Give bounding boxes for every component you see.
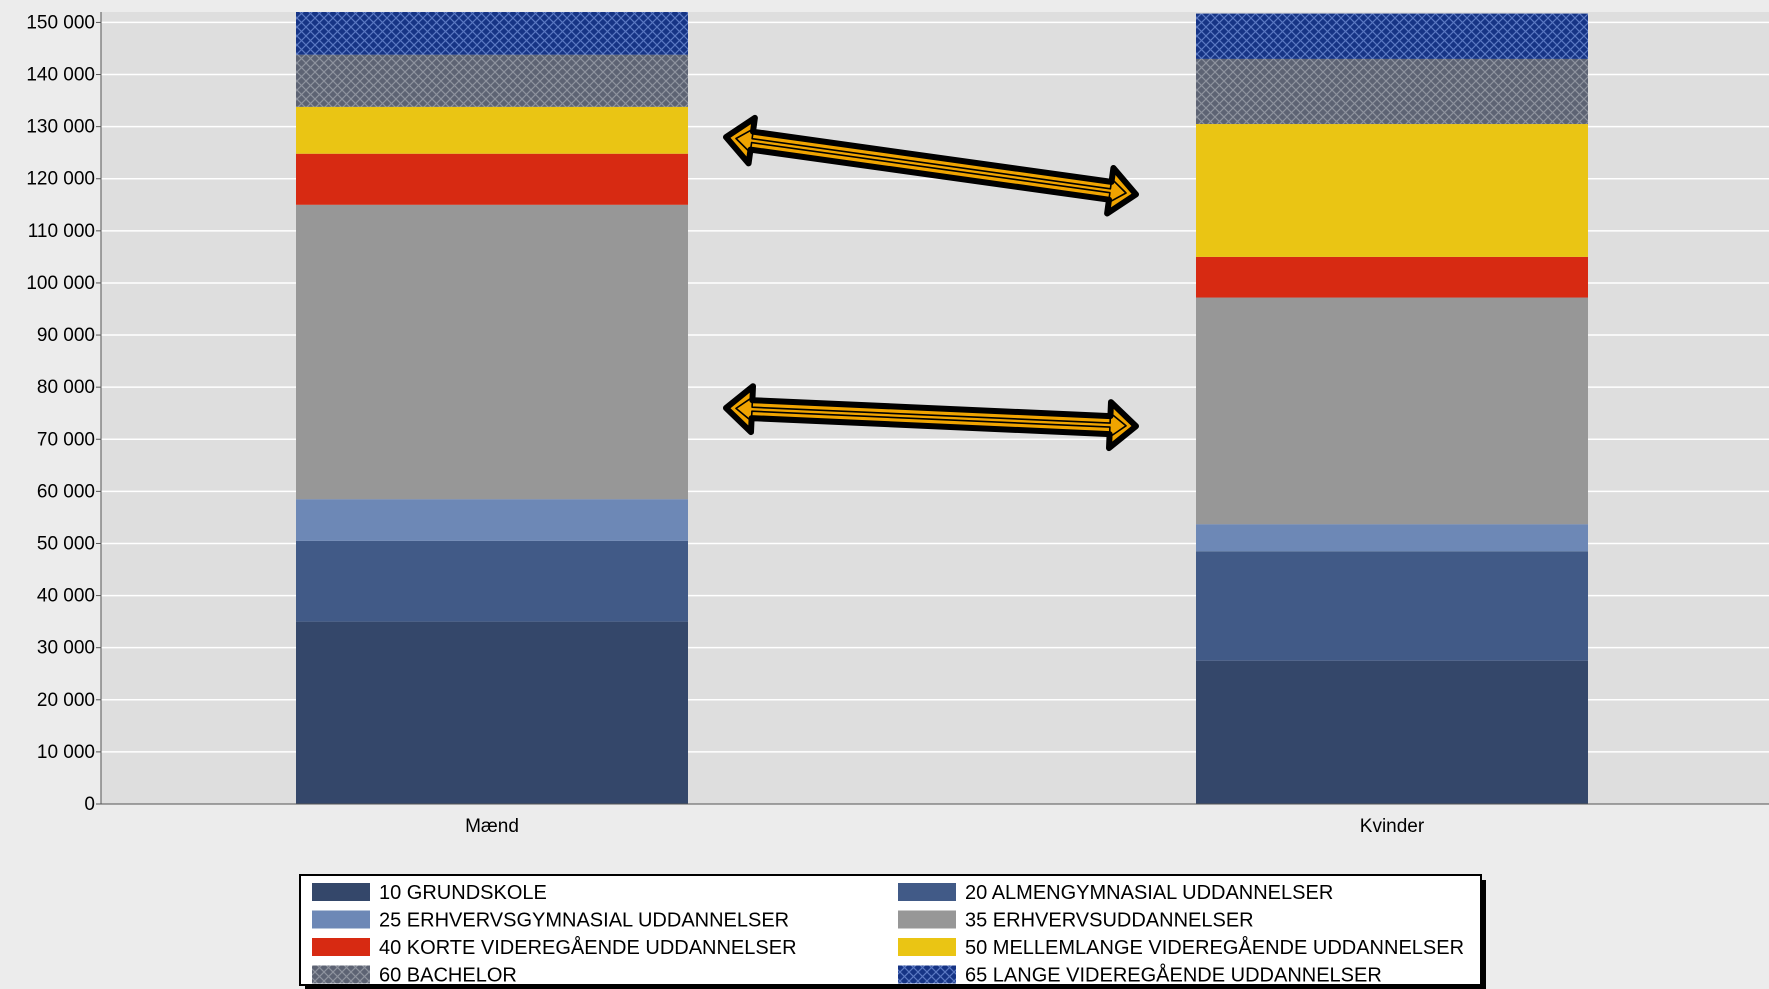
bar-kvinder-65-lange-videregaende-uddannelser [1196, 13, 1588, 59]
bar-kvinder-25-erhvervsgymnasial-uddannelser [1196, 524, 1588, 552]
legend-label: 20 ALMENGYMNASIAL UDDANNELSER [965, 882, 1333, 904]
legend-label: 65 LANGE VIDEREGÅENDE UDDANNELSER [965, 964, 1382, 987]
legend-swatch-25-erhvervsgymnasial-uddannelser [312, 910, 370, 929]
bar-m-nd-10-grundskole [296, 621, 688, 804]
legend-swatch-10-grundskole [312, 883, 370, 901]
bar-kvinder-60-bachelor [1196, 58, 1588, 125]
y-tick-label: 70 000 [37, 429, 95, 450]
legend-swatch-35-erhvervsuddannelser [898, 910, 956, 929]
x-tick-label: Mænd [465, 816, 519, 837]
double-arrow-annotation-1 [723, 114, 1139, 217]
bar-m-nd-65-lange-videregaende-uddannelser [296, 12, 688, 55]
y-tick-label: 50 000 [37, 533, 95, 554]
bar-kvinder-50-mellemlange-videregaende-uddannelser [1196, 124, 1588, 257]
x-tick-label: Kvinder [1360, 816, 1425, 837]
double-arrow-annotation-2 [723, 383, 1139, 452]
legend-label: 10 GRUNDSKOLE [379, 882, 547, 904]
axes: 0 10 000 20 000 30 000 40 000 50 000 60 000 70 … [26, 12, 1769, 837]
y-tick-label: 40 000 [37, 586, 95, 607]
y-tick-label: 20 000 [37, 690, 95, 711]
legend-label: 25 ERHVERVSGYMNASIAL UDDANNELSER [379, 910, 789, 932]
y-tick-label: 10 000 [37, 742, 95, 763]
legend-swatch-20-almengymnasial-uddannelser [898, 883, 956, 901]
y-tick-label: 90 000 [37, 325, 95, 346]
bar-kvinder-10-grundskole [1196, 660, 1588, 804]
y-tick-label: 110 000 [28, 221, 95, 242]
bar-m-nd-25-erhvervsgymnasial-uddannelser [296, 499, 688, 541]
bar-m-nd-20-almengymnasial-uddannelser [296, 540, 688, 622]
y-tick-label: 30 000 [37, 638, 95, 659]
legend: 10 GRUNDSKOLE 20 ALMENGYMNASIAL UDDANNELS… [299, 874, 1486, 989]
y-tick-label: 100 000 [26, 273, 95, 294]
y-tick-label: 150 000 [26, 12, 95, 33]
bar-kvinder-20-almengymnasial-uddannelser [1196, 551, 1588, 661]
annotations [723, 114, 1139, 452]
y-tick-label: 0 [84, 794, 95, 815]
legend-label: 40 KORTE VIDEREGÅENDE UDDANNELSER [379, 936, 797, 959]
legend-swatch-65-lange-videregaende-uddannelser [898, 965, 956, 984]
legend-label: 50 MELLEMLANGE VIDEREGÅENDE UDDANNELSER [965, 936, 1464, 959]
bar-m-nd-35-erhvervsuddannelser [296, 204, 688, 500]
legend-box [299, 874, 1482, 986]
y-tick-label: 140 000 [26, 65, 95, 86]
y-tick-label: 60 000 [37, 481, 95, 502]
legend-label: 60 BACHELOR [379, 965, 517, 987]
y-tick-label: 120 000 [26, 169, 95, 190]
legend-swatch-40-korte-videregaende-uddannelser [312, 938, 370, 956]
bar-kvinder-40-korte-videregaende-uddannelser [1196, 256, 1588, 298]
bar-m-nd-40-korte-videregaende-uddannelser [296, 153, 688, 205]
y-tick-label: 130 000 [26, 117, 95, 138]
legend-swatch-50-mellemlange-videregaende-uddannelser [898, 938, 956, 956]
bar-kvinder-35-erhvervsuddannelser [1196, 297, 1588, 525]
bar-m-nd-50-mellemlange-videregaende-uddannelser [296, 106, 688, 154]
legend-swatch-60-bachelor [312, 965, 370, 984]
y-tick-label: 80 000 [37, 377, 95, 398]
legend-label: 35 ERHVERVSUDDANNELSER [965, 910, 1254, 932]
bars [296, 12, 1588, 804]
bar-m-nd-60-bachelor [296, 54, 688, 107]
